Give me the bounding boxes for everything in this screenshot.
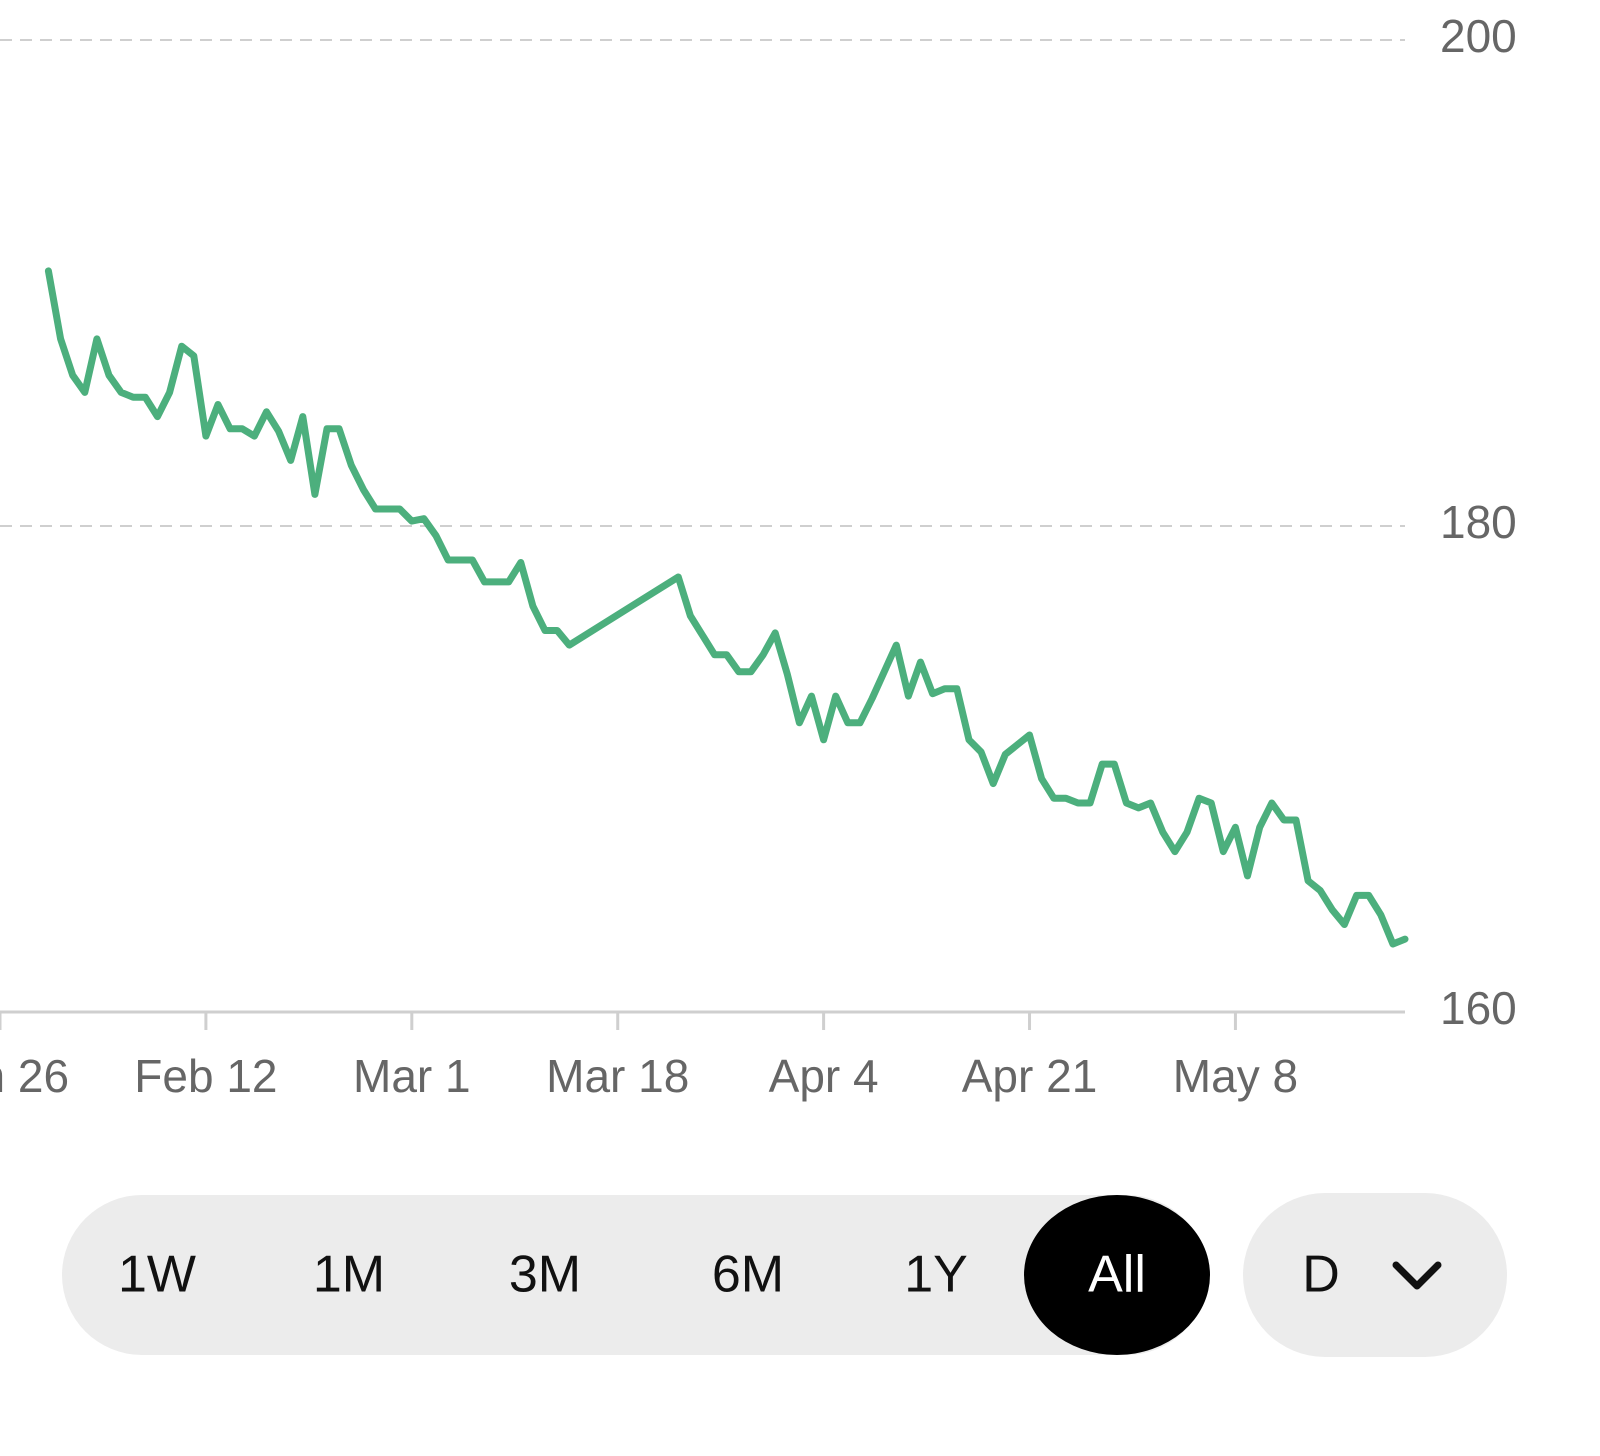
range-label[interactable]: All: [1088, 1246, 1146, 1304]
x-tick-label: Apr 4: [769, 1050, 879, 1102]
x-tick-label: May 8: [1173, 1050, 1298, 1102]
range-label[interactable]: 1Y: [904, 1246, 968, 1304]
range-selected[interactable]: [1024, 1195, 1210, 1355]
range-button[interactable]: 1W: [118, 1246, 196, 1304]
x-tick-label: Apr 21: [962, 1050, 1098, 1102]
y-tick-label: 160: [1440, 982, 1517, 1034]
x-tick-label: Mar 18: [546, 1050, 689, 1102]
range-button[interactable]: 3M: [509, 1246, 581, 1304]
x-tick-label: Mar 1: [353, 1050, 471, 1102]
x-tick-label: Jan 26: [0, 1050, 69, 1102]
range-button[interactable]: 1M: [313, 1246, 385, 1304]
interval-pill[interactable]: [1243, 1193, 1507, 1357]
chevron[interactable]: [1392, 1261, 1442, 1290]
range-label[interactable]: 3M: [509, 1246, 581, 1304]
range-label[interactable]: 6M: [712, 1246, 784, 1304]
range-label[interactable]: 1W: [118, 1246, 196, 1304]
range-button[interactable]: All: [1024, 1195, 1210, 1355]
data-line: [44, 267, 1409, 948]
y-tick-label: 180: [1440, 496, 1517, 548]
interval-label[interactable]: D: [1302, 1246, 1340, 1304]
range-pill: [62, 1195, 1207, 1355]
range-button[interactable]: 6M: [712, 1246, 784, 1304]
x-tick-label: Feb 12: [134, 1050, 277, 1102]
range-buttons: 1W 1M 3M 6M 1Y All: [118, 1195, 1210, 1355]
y-tick-label: 200: [1440, 10, 1517, 62]
range-label[interactable]: 1M: [313, 1246, 385, 1304]
range-button[interactable]: 1Y: [904, 1246, 968, 1304]
chart: 160 180 200 Jan 26 Feb 12 Mar 1 Mar 18 Apr 4 Apr…: [0, 10, 1517, 1102]
interval-select[interactable]: D: [1243, 1193, 1507, 1357]
